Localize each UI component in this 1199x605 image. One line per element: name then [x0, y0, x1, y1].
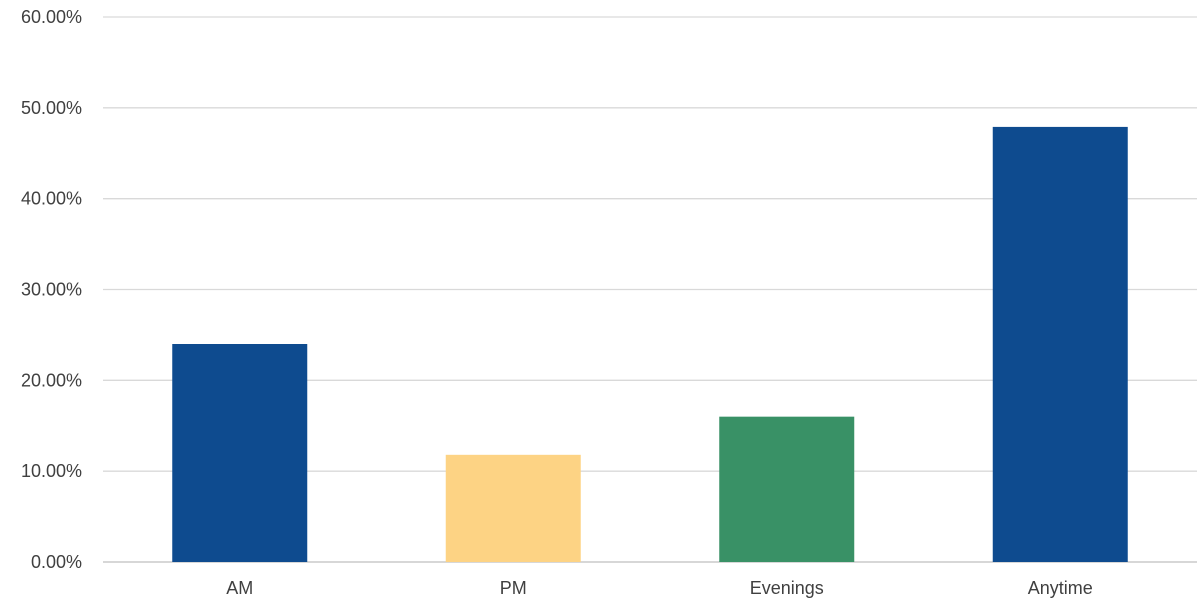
x-category-label: Evenings — [750, 578, 824, 598]
y-tick-label: 40.00% — [21, 189, 82, 209]
y-axis-tick-labels: 0.00% 10.00% 20.00% 30.00% 40.00% 50.00% 60.00… — [21, 7, 82, 572]
bar-anytime — [992, 126, 1128, 563]
y-tick-label: 0.00% — [31, 552, 82, 572]
bar-evenings — [719, 416, 855, 562]
bars — [172, 126, 1128, 563]
y-tick-label: 10.00% — [21, 461, 82, 481]
y-tick-label: 30.00% — [21, 280, 82, 300]
y-tick-label: 50.00% — [21, 98, 82, 118]
x-category-label: Anytime — [1028, 578, 1093, 598]
x-category-label: PM — [500, 578, 527, 598]
x-axis-category-labels: AM PM Evenings Anytime — [226, 578, 1093, 598]
y-tick-label: 20.00% — [21, 370, 82, 390]
x-category-label: AM — [226, 578, 253, 598]
bar-pm — [445, 454, 581, 562]
bar-am — [172, 344, 308, 562]
y-tick-label: 60.00% — [21, 7, 82, 27]
